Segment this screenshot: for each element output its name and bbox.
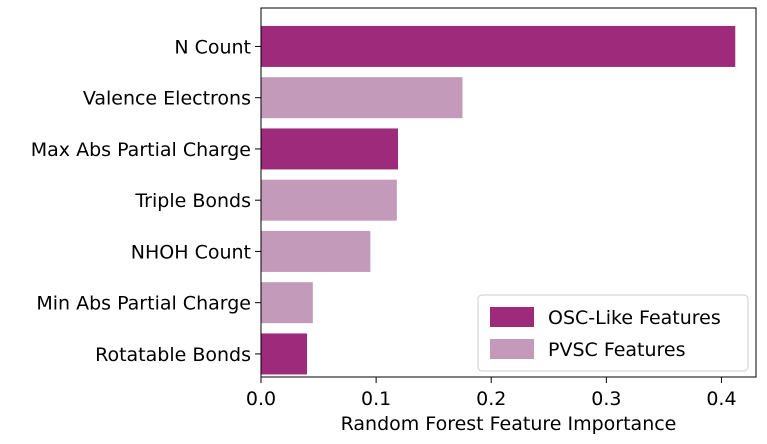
y-tick-label-max-abs-partial-charge: Max Abs Partial Charge [31, 139, 251, 161]
x-ticks: 0.0 0.1 0.2 0.3 0.4 [246, 377, 737, 410]
bar-rotatable-bonds [261, 333, 308, 375]
bar-max-abs-partial-charge [261, 128, 398, 170]
bar-nhoh-count [261, 230, 371, 272]
bar-triple-bonds [261, 179, 397, 221]
y-tick-label-min-abs-partial-charge: Min Abs Partial Charge [36, 293, 251, 315]
legend: OSC-Like Features PVSC Features [477, 294, 749, 372]
legend-label-osc-like-features: OSC-Like Features [548, 307, 721, 329]
x-tick-label: 0.1 [361, 388, 391, 410]
x-tick-label: 0.3 [591, 388, 621, 410]
x-tick-label: 0.0 [246, 388, 276, 410]
x-tick-label: 0.2 [476, 388, 506, 410]
bar-valence-electrons [261, 77, 463, 119]
y-tick-label-nhoh-count: NHOH Count [131, 241, 251, 263]
y-tick-labels: N Count Valence Electrons Max Abs Partial … [31, 36, 261, 366]
y-tick-label-valence-electrons: Valence Electrons [83, 88, 251, 110]
bars-group [261, 25, 736, 375]
bar-min-abs-partial-charge [261, 282, 313, 324]
x-axis-title: Random Forest Feature Importance [341, 413, 677, 435]
y-tick-label-n-count: N Count [174, 36, 251, 58]
y-tick-label-triple-bonds: Triple Bonds [134, 190, 251, 212]
legend-swatch-pvsc-features [490, 339, 534, 359]
legend-label-pvsc-features: PVSC Features [548, 339, 686, 361]
x-tick-label: 0.4 [706, 388, 736, 410]
y-tick-label-rotatable-bonds: Rotatable Bonds [95, 344, 251, 366]
plot-frame [260, 7, 757, 378]
legend-swatch-osc-like-features [490, 307, 534, 327]
legend-box [477, 294, 749, 372]
bar-n-count [261, 25, 736, 67]
